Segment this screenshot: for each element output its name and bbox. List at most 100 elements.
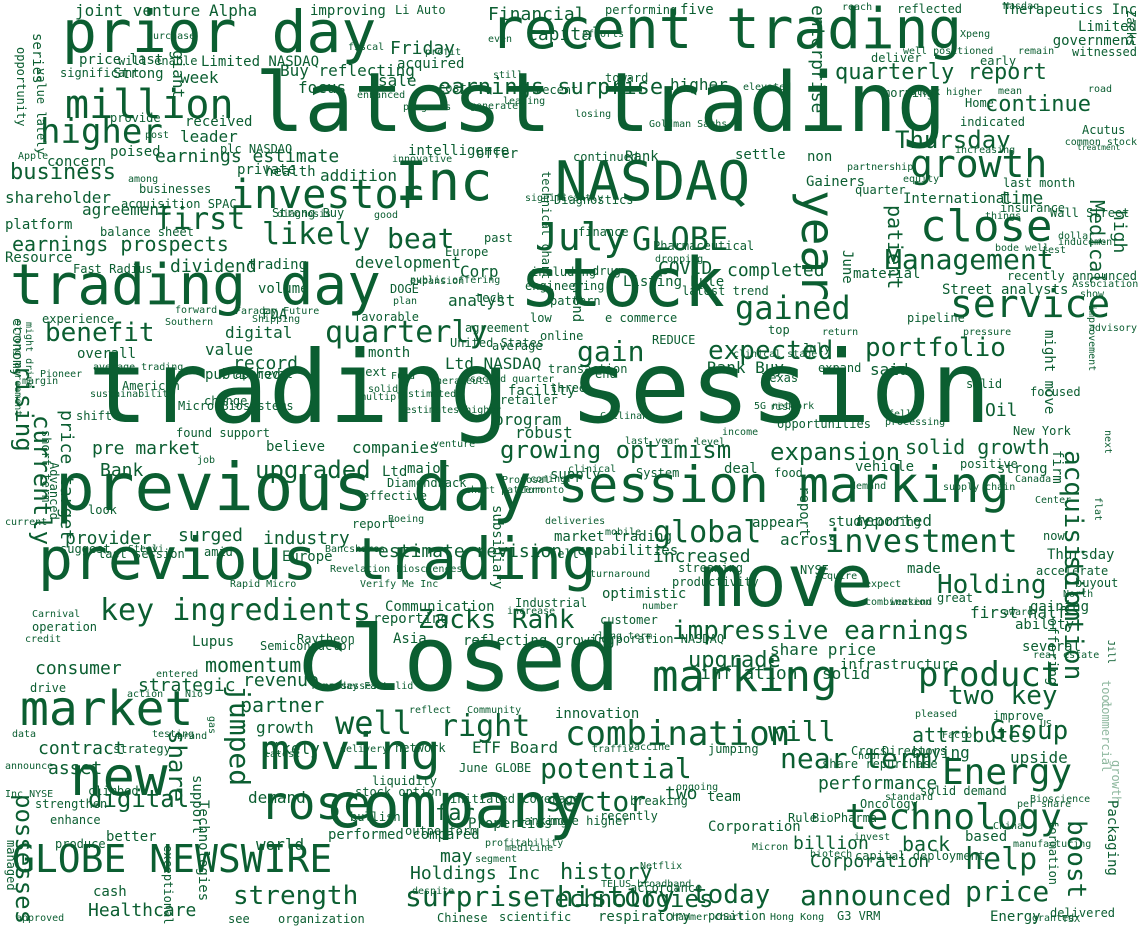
- word: Inc: [395, 150, 493, 213]
- word: outperform: [405, 824, 478, 838]
- word: Holdings Inc: [410, 863, 541, 884]
- word: million: [65, 82, 234, 128]
- word: Texas: [762, 371, 799, 385]
- word: quarterly report: [835, 60, 1047, 85]
- word: multiple: [360, 392, 409, 403]
- word: COVID: [658, 258, 713, 279]
- word: customer: [600, 613, 658, 627]
- word: mean: [998, 86, 1023, 97]
- word: credit: [25, 634, 62, 645]
- word: next: [1102, 430, 1113, 455]
- word: value lately: [34, 68, 48, 155]
- word: better: [106, 829, 157, 845]
- word: report: [352, 517, 396, 531]
- word: System: [636, 466, 680, 480]
- word: fiscal: [348, 42, 385, 53]
- word: gain: [577, 335, 645, 368]
- word: amid: [204, 545, 233, 559]
- word: latest: [264, 749, 301, 760]
- word: will: [768, 715, 836, 748]
- word: digital: [225, 323, 293, 342]
- word: 5G network: [754, 401, 815, 412]
- word: reporting: [373, 611, 449, 627]
- word: platform: [5, 217, 73, 233]
- word: major: [407, 461, 450, 477]
- word: equity: [903, 174, 940, 185]
- word: post: [145, 130, 170, 141]
- word: digital: [88, 785, 190, 813]
- word: strength: [233, 881, 359, 911]
- word: growing optimism: [500, 436, 732, 464]
- word: Thursday: [1047, 547, 1115, 563]
- word: TSX: [1062, 914, 1081, 925]
- word: profitability: [485, 838, 564, 849]
- word: two: [665, 783, 698, 804]
- word: Buy reflecting: [280, 61, 415, 80]
- word: according: [856, 515, 922, 529]
- word: investment: [825, 522, 1018, 560]
- word: enterprise: [807, 5, 828, 114]
- word: insurance: [1000, 201, 1066, 215]
- word: completed: [727, 260, 825, 281]
- word: data: [12, 729, 37, 740]
- word: vaccine: [628, 742, 671, 753]
- word: benefit: [45, 318, 155, 348]
- word: strategic: [138, 675, 236, 696]
- word: private: [237, 162, 297, 178]
- word: surged: [178, 525, 244, 546]
- word: Healthcare: [88, 900, 197, 921]
- word: reflected: [897, 2, 963, 16]
- word: chart pattern: [465, 485, 544, 496]
- word: even: [488, 34, 513, 45]
- word: bode well: [995, 243, 1050, 254]
- word: July: [535, 215, 627, 259]
- word: Ltd NASDAQ: [445, 354, 542, 373]
- word: hammer chart: [672, 912, 745, 923]
- word: combination: [565, 714, 791, 754]
- word: things: [985, 211, 1022, 222]
- word: Raytheon: [297, 632, 355, 646]
- word: solid: [966, 377, 1003, 391]
- word: growth: [256, 718, 314, 737]
- word: ability: [1015, 617, 1075, 633]
- word: upgrade: [688, 648, 781, 673]
- word: Rule: [788, 811, 817, 825]
- word: today: [692, 880, 771, 910]
- word: closed: [295, 607, 621, 712]
- word: public offering: [410, 275, 501, 286]
- word: improve: [993, 709, 1044, 723]
- word: efforts: [582, 29, 625, 40]
- word: focus: [298, 78, 347, 97]
- word: Zacks Rank: [418, 605, 575, 635]
- word: three: [550, 381, 587, 395]
- word: combination: [865, 597, 932, 608]
- word: retailer: [500, 393, 558, 407]
- word: first: [155, 202, 246, 237]
- word: solid: [368, 384, 399, 395]
- word: FDA: [262, 307, 288, 323]
- word: leader: [180, 127, 238, 146]
- word: still: [493, 70, 524, 81]
- word: short term: [39, 430, 53, 503]
- word: session marking: [558, 456, 1010, 514]
- word: acquire: [815, 571, 858, 582]
- word: pipeline: [907, 311, 965, 325]
- word: based: [965, 829, 1008, 845]
- word: trading day: [10, 253, 381, 318]
- word: strong: [997, 461, 1048, 477]
- word: July: [802, 341, 831, 355]
- word: global: [653, 515, 762, 550]
- word: Rank Buy: [707, 358, 785, 377]
- word: Europe: [282, 549, 333, 565]
- word: position: [708, 909, 766, 923]
- word: Group: [990, 716, 1069, 746]
- word: estimated: [402, 389, 457, 400]
- word: jumped: [223, 685, 256, 787]
- word: boost: [1061, 820, 1091, 899]
- word: team: [707, 789, 741, 805]
- word: sector: [545, 785, 647, 818]
- word: demand: [248, 788, 306, 807]
- word: Verify Me Inc: [360, 579, 439, 590]
- word: NASDAQ: [555, 150, 751, 213]
- word: expansion: [410, 276, 465, 287]
